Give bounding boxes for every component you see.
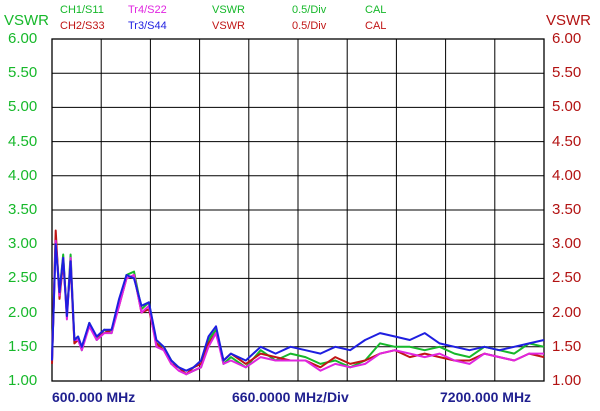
y-tick-right: 2.00 (552, 303, 582, 321)
header-cell: Tr3/S44 (128, 20, 167, 32)
y-tick-left: 3.50 (8, 201, 38, 218)
left-axis-title: VSWR (4, 12, 49, 29)
y-tick-left: 1.50 (8, 337, 38, 355)
header-cell: 0.5/Div (292, 4, 327, 16)
y-tick-left: 5.00 (8, 98, 38, 116)
y-tick-right: 4.00 (552, 166, 582, 184)
stop-frequency-label: 7200.000 MHz (440, 389, 532, 405)
header-cell: CAL (365, 4, 387, 16)
frequency-per-div-label: 660.0000 MHz/Div (232, 389, 349, 405)
y-tick-right: 2.50 (552, 269, 582, 287)
right-axis-title: VSWR (546, 12, 591, 29)
header-cell: Tr4/S22 (128, 4, 167, 16)
start-frequency-label: 600.000 MHz (52, 389, 136, 405)
y-tick-right: 1.50 (552, 337, 582, 355)
y-tick-left: 5.50 (8, 64, 38, 82)
y-tick-left: 2.50 (8, 269, 38, 287)
y-tick-left: 4.00 (8, 166, 38, 184)
y-tick-left: 4.50 (8, 132, 38, 150)
y-tick-right: 6.00 (552, 30, 582, 47)
series-line-tr3-s44 (51, 243, 545, 372)
header-cell: CH2/S33 (60, 20, 105, 32)
y-tick-right: 5.50 (552, 64, 582, 82)
series-line-tr4-s22 (51, 239, 544, 376)
y-tick-right: 5.00 (552, 98, 582, 116)
header-cell: CH1/S11 (60, 4, 104, 16)
y-tick-right: 1.00 (552, 372, 582, 389)
header-cell: VSWR (212, 4, 245, 16)
y-tick-left: 3.00 (8, 235, 38, 253)
y-tick-right: 4.50 (552, 132, 582, 150)
header-cell: VSWR (212, 20, 245, 32)
y-tick-left: 1.00 (8, 372, 38, 389)
y-tick-right: 3.00 (552, 235, 582, 253)
header-cell: CAL (365, 20, 387, 32)
header-cell: 0.5/Div (292, 20, 327, 32)
y-tick-right: 3.50 (552, 201, 582, 218)
y-tick-left: 2.00 (8, 303, 38, 321)
y-tick-left: 6.00 (8, 30, 38, 47)
